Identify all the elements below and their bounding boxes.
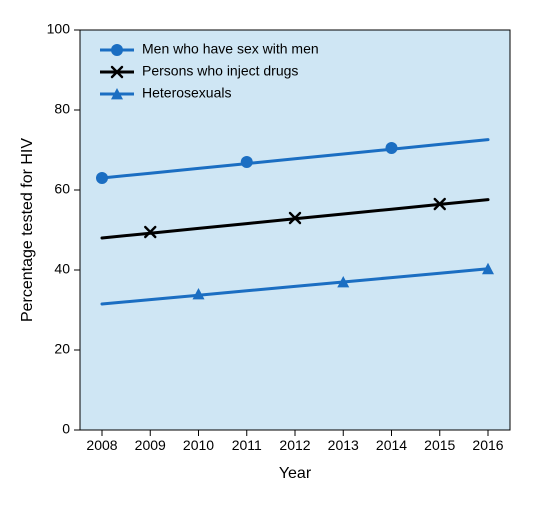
svg-text:2013: 2013 [328,437,359,453]
svg-text:2008: 2008 [86,437,117,453]
svg-text:2014: 2014 [376,437,407,453]
svg-text:20: 20 [54,341,70,357]
chart-svg: 0 20 40 60 80 100 2008 2009 2010 2011 2012 2013 2014… [0,0,550,511]
svg-text:Men who have sex with men: Men who have sex with men [142,41,319,57]
svg-text:2012: 2012 [279,437,310,453]
svg-text:2011: 2011 [232,437,262,453]
svg-text:80: 80 [54,101,70,117]
svg-text:Year: Year [279,465,312,482]
svg-text:2016: 2016 [472,437,503,453]
svg-text:Persons who inject drugs: Persons who inject drugs [142,63,298,79]
svg-text:2010: 2010 [183,437,214,453]
hiv-testing-chart: 0 20 40 60 80 100 2008 2009 2010 2011 2012 2013 2014… [0,0,550,511]
svg-text:60: 60 [54,181,70,197]
svg-text:2009: 2009 [135,437,166,453]
svg-text:40: 40 [54,261,70,277]
svg-text:Heterosexuals: Heterosexuals [142,85,232,101]
svg-text:Percentage tested for HIV: Percentage tested for HIV [19,138,36,322]
svg-text:100: 100 [47,21,71,37]
svg-text:0: 0 [62,421,70,437]
svg-text:2015: 2015 [424,437,455,453]
